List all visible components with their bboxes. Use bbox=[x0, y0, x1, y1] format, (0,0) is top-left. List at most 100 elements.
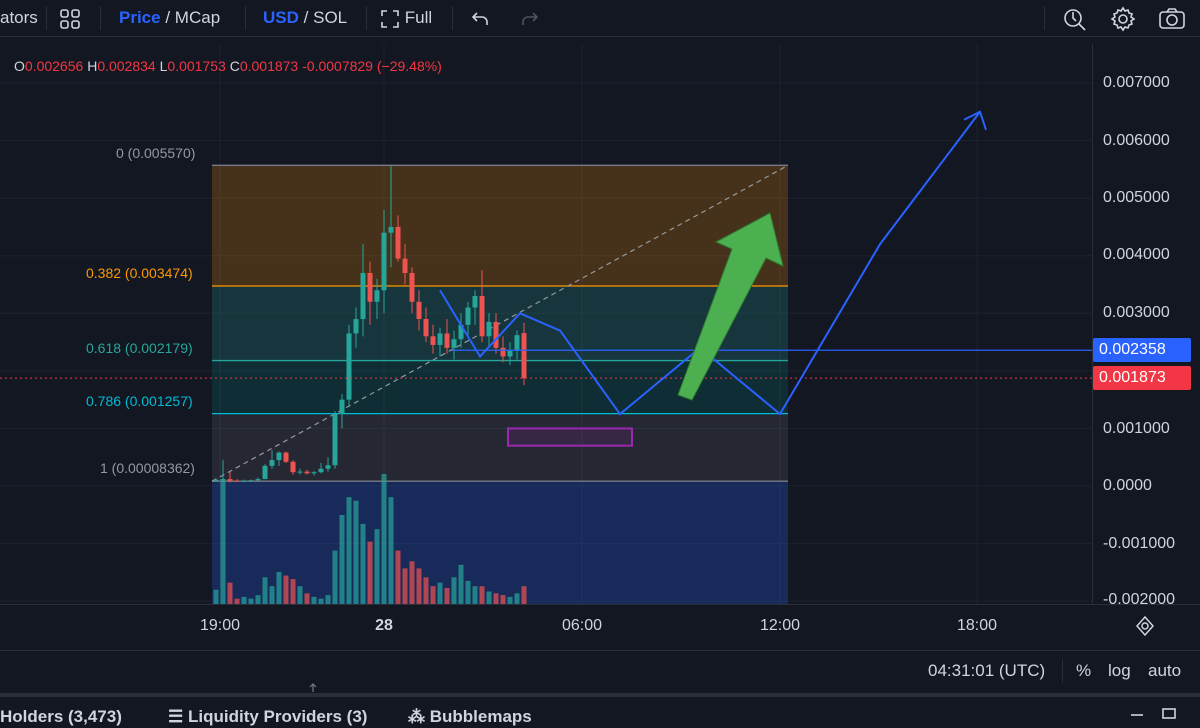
minimize-panel-icon[interactable] bbox=[1128, 703, 1146, 726]
currency-toggle[interactable]: USD / SOL bbox=[263, 0, 347, 36]
candle-body bbox=[451, 339, 457, 348]
volume-bar bbox=[493, 593, 499, 604]
volume-bar bbox=[451, 577, 457, 604]
redo-icon[interactable] bbox=[520, 0, 540, 36]
candle-body bbox=[423, 319, 429, 337]
price-tick: 0.007000 bbox=[1103, 74, 1170, 91]
candle-body bbox=[276, 452, 282, 461]
chart-bottom-bar: 04:31:01 (UTC) % log auto bbox=[0, 650, 1200, 693]
auto-scale-toggle[interactable]: auto bbox=[1148, 661, 1182, 680]
volume-bar bbox=[374, 529, 380, 604]
price-tick: 0.005000 bbox=[1103, 189, 1170, 206]
toolbar-divider bbox=[1044, 6, 1045, 30]
candle-body bbox=[500, 347, 506, 357]
volume-bar bbox=[353, 500, 359, 604]
candle-body bbox=[493, 321, 499, 348]
candle-body bbox=[388, 226, 394, 233]
candle-body bbox=[332, 414, 338, 466]
toolbar-divider bbox=[46, 6, 47, 30]
volume-bar bbox=[325, 595, 331, 604]
volume-bar bbox=[360, 523, 366, 604]
volume-bar bbox=[381, 474, 387, 604]
fibonacci-retracement[interactable] bbox=[211, 164, 789, 604]
close-value: 0.001873 bbox=[239, 58, 299, 74]
volume-bar bbox=[346, 497, 352, 604]
candle-body bbox=[381, 232, 387, 291]
liquidity-icon: ☰ bbox=[168, 707, 184, 726]
candle-body bbox=[395, 226, 401, 259]
tab-holders[interactable]: Holders (3,473) bbox=[0, 707, 122, 726]
time-tick: 19:00 bbox=[199, 617, 241, 634]
panel-resize-handle-icon[interactable] bbox=[306, 682, 320, 713]
volume-bar bbox=[388, 497, 394, 604]
time-tick: 12:00 bbox=[759, 617, 801, 634]
candle-body bbox=[409, 272, 415, 302]
time-tick: 28 bbox=[375, 617, 393, 634]
sol-option[interactable]: SOL bbox=[313, 8, 348, 27]
fullscreen-button[interactable]: Full bbox=[380, 0, 432, 36]
toolbar-divider bbox=[1062, 659, 1063, 683]
candle-body bbox=[367, 272, 373, 302]
candle-body bbox=[514, 335, 520, 351]
toolbar-divider bbox=[245, 6, 246, 30]
volume-bar bbox=[276, 571, 282, 604]
candle-body bbox=[521, 333, 527, 379]
time-axis-settings-icon[interactable] bbox=[1134, 615, 1156, 642]
volume-bar bbox=[220, 479, 226, 604]
indicators-button[interactable]: ators bbox=[0, 8, 38, 27]
candle-body bbox=[227, 479, 233, 481]
price-option[interactable]: Price bbox=[119, 8, 161, 27]
low-key: L bbox=[159, 58, 168, 74]
price-mcap-toggle[interactable]: Price / MCap bbox=[119, 0, 220, 36]
volume-bars bbox=[213, 474, 527, 604]
candle-body bbox=[437, 333, 443, 345]
undo-icon[interactable] bbox=[470, 0, 490, 36]
price-tick: 0.004000 bbox=[1103, 246, 1170, 263]
time-axis[interactable]: 19:00 28 06:00 12:00 18:00 bbox=[0, 604, 1200, 651]
settings-gear-icon[interactable] bbox=[1110, 0, 1136, 36]
quick-search-icon[interactable] bbox=[1062, 0, 1088, 36]
tab-liquidity-providers[interactable]: ☰ Liquidity Providers (3) bbox=[168, 707, 367, 727]
candle-body bbox=[290, 461, 296, 473]
candle-body bbox=[311, 472, 317, 474]
price-chart[interactable] bbox=[0, 44, 1092, 604]
fib-label-0786: 0.786 (0.001257) bbox=[86, 393, 193, 409]
fib-label-1: 1 (0.00008362) bbox=[100, 460, 195, 476]
mcap-option[interactable]: MCap bbox=[174, 8, 221, 27]
toolbar-divider bbox=[366, 6, 367, 30]
separator-slash: / bbox=[303, 8, 309, 27]
separator-slash: / bbox=[165, 8, 171, 27]
layout-grid-icon[interactable] bbox=[58, 0, 82, 36]
candle-body bbox=[255, 479, 261, 481]
candle-body bbox=[444, 333, 450, 348]
drawing-overlay[interactable] bbox=[0, 110, 1092, 447]
price-axis[interactable]: 0.007000 0.006000 0.005000 0.004000 0.00… bbox=[1092, 44, 1200, 608]
volume-bar bbox=[318, 598, 324, 604]
high-key: H bbox=[87, 58, 98, 74]
ohlc-legend: O0.002656 H0.002834 L0.001753 C0.001873 … bbox=[14, 58, 442, 74]
fullscreen-icon bbox=[381, 9, 399, 28]
volume-bar bbox=[213, 589, 219, 604]
candle-body bbox=[297, 471, 303, 473]
horizontal-line-price-tag: 0.002358 bbox=[1093, 338, 1191, 362]
utc-clock[interactable]: 04:31:01 (UTC) bbox=[928, 661, 1046, 680]
top-toolbar: ators Price / MCap USD / SOL Full bbox=[0, 0, 1200, 37]
percent-scale-toggle[interactable]: % bbox=[1076, 661, 1092, 680]
usd-option[interactable]: USD bbox=[263, 8, 299, 27]
candle-body bbox=[241, 480, 247, 482]
camera-screenshot-icon[interactable] bbox=[1158, 0, 1186, 36]
price-tick: -0.001000 bbox=[1103, 535, 1176, 552]
maximize-panel-icon[interactable] bbox=[1160, 703, 1178, 726]
green-up-arrow bbox=[677, 212, 784, 401]
candle-body bbox=[465, 307, 471, 325]
volume-bar bbox=[416, 568, 422, 604]
tab-bubblemaps[interactable]: ⁂ Bubblemaps bbox=[408, 707, 532, 727]
time-tick: 18:00 bbox=[956, 617, 998, 634]
log-scale-toggle[interactable]: log bbox=[1108, 661, 1131, 680]
volume-bar bbox=[248, 598, 254, 604]
candle-body bbox=[304, 471, 310, 474]
low-value: 0.001753 bbox=[167, 58, 226, 74]
volume-bar bbox=[500, 595, 506, 604]
candle-body bbox=[325, 465, 331, 469]
tab-bubblemaps-label: Bubblemaps bbox=[429, 707, 532, 726]
